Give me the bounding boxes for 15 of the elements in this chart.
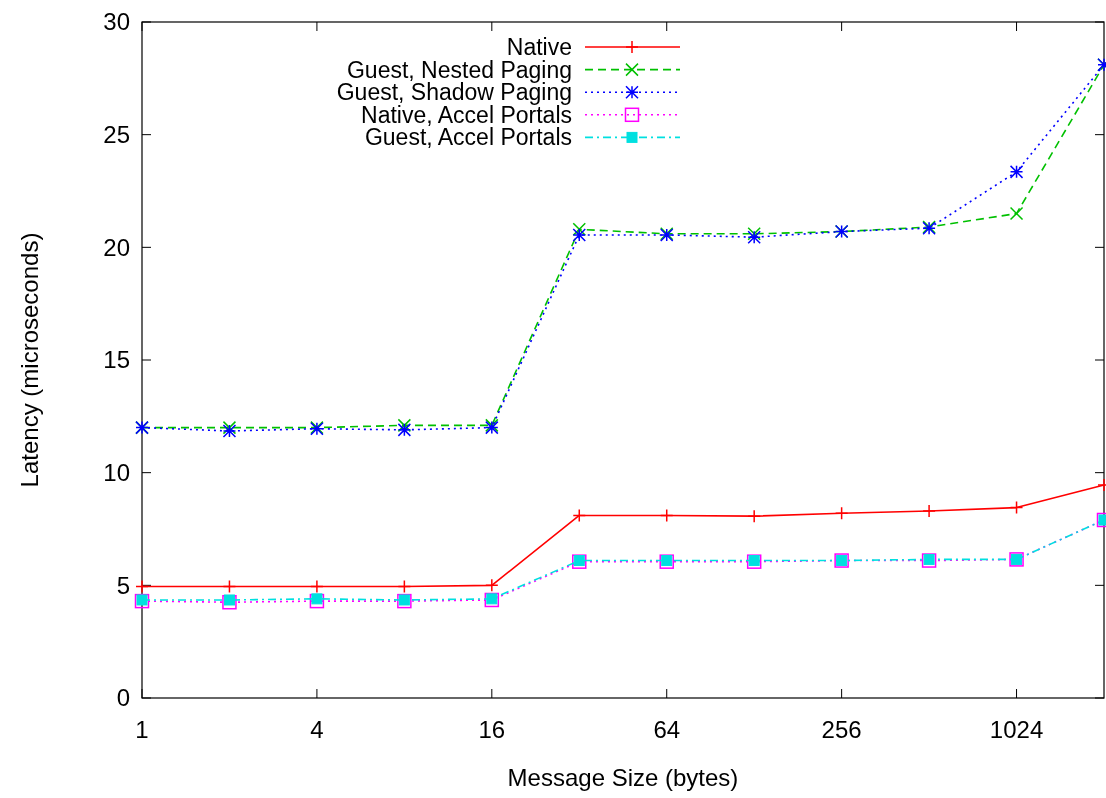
x-tick-label: 4 [310,716,324,743]
y-axis-title: Latency (microseconds) [16,232,43,488]
x-tick-label: 16 [478,716,506,743]
x-tick-label: 1 [135,716,149,743]
y-tick-label: 0 [116,684,130,712]
y-tick-label: 20 [103,233,130,261]
y-tick-label: 30 [103,8,130,36]
x-tick-label: 256 [821,716,862,743]
y-tick-label: 5 [116,571,130,599]
x-tick-label: 64 [653,716,681,743]
y-tick-label: 25 [103,121,130,149]
x-tick-label: 1024 [989,716,1044,743]
y-tick-label: 15 [103,346,130,374]
x-axis-title: Message Size (bytes) [507,764,739,791]
y-tick-label: 10 [103,459,130,487]
